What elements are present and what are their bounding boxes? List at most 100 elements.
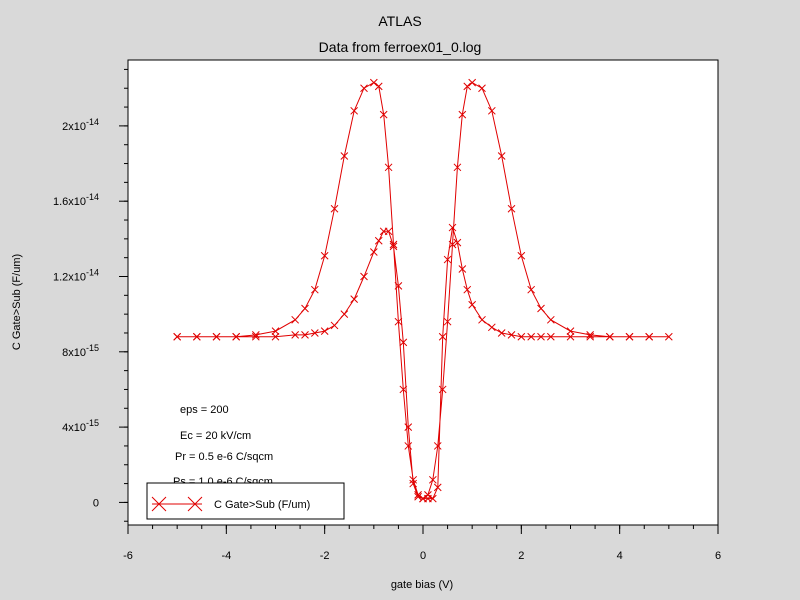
data-point	[291, 331, 300, 339]
data-point	[448, 240, 457, 249]
legend-marker	[151, 496, 203, 512]
data-point	[360, 84, 368, 93]
series-markers	[173, 78, 673, 503]
data-point	[625, 332, 634, 341]
data-point	[507, 204, 516, 213]
data-point	[310, 285, 319, 294]
data-point	[428, 475, 437, 484]
y-tick-label: 4x10-15	[62, 418, 99, 434]
data-point	[453, 238, 462, 247]
data-point	[546, 315, 555, 324]
data-point	[369, 78, 378, 87]
data-point	[497, 329, 506, 337]
x-tick-label: -4	[221, 550, 231, 562]
x-tick-label: 2	[518, 550, 524, 562]
data-point	[369, 248, 378, 256]
x-tick-label: 6	[715, 550, 721, 562]
data-point	[517, 332, 526, 341]
data-point	[428, 494, 437, 503]
data-point	[212, 332, 221, 341]
data-point	[438, 332, 447, 341]
data-point	[399, 385, 408, 394]
y-tick-label: 1.2x10-14	[53, 267, 99, 283]
y-axis-label: C Gate>Sub (F/um)	[11, 254, 23, 350]
data-point	[487, 106, 496, 115]
data-point	[192, 332, 201, 341]
data-point	[438, 385, 447, 394]
data-point	[330, 204, 339, 213]
data-point	[507, 331, 516, 339]
y-tick-label: 2x10-14	[62, 117, 99, 133]
data-point	[360, 272, 368, 281]
x-tick-label: -6	[123, 550, 133, 562]
data-point	[414, 491, 422, 499]
data-point	[399, 338, 408, 347]
data-point	[468, 78, 477, 87]
data-point	[566, 332, 575, 341]
annotation-pr: Pr = 0.5 e-6 C/sqcm	[175, 451, 273, 463]
data-point	[384, 163, 393, 172]
data-point	[330, 321, 339, 330]
chart-title: ATLAS	[378, 13, 421, 29]
y-tick-label: 1.6x10-14	[53, 192, 99, 208]
data-point	[379, 110, 388, 119]
data-point	[251, 331, 260, 339]
data-point	[463, 82, 472, 91]
x-tick-label: 4	[617, 550, 623, 562]
data-point	[409, 475, 418, 484]
legend-label: C Gate>Sub (F/um)	[214, 499, 310, 511]
data-point	[448, 223, 457, 232]
data-point	[527, 285, 536, 294]
y-axis: 0 4x10-15 8x10-15 1.2x10-14 1.6x10-14 2x10-14	[53, 68, 128, 522]
data-point	[374, 82, 383, 91]
data-point	[394, 317, 403, 326]
data-point	[173, 332, 182, 341]
data-point	[537, 332, 545, 341]
data-point	[320, 327, 329, 335]
data-point	[478, 315, 486, 324]
data-point	[414, 492, 422, 501]
data-point	[232, 332, 241, 341]
data-point	[586, 331, 595, 339]
data-point	[389, 240, 398, 249]
annotation-ec: Ec = 20 kV/cm	[180, 430, 251, 442]
data-point	[527, 332, 536, 341]
data-point	[605, 332, 614, 341]
x-tick-label: 0	[420, 550, 426, 562]
data-point	[340, 310, 349, 319]
legend: C Gate>Sub (F/um)	[146, 482, 345, 520]
x-axis: -6 -4 -2 0 2 4 6	[123, 525, 721, 562]
data-point	[271, 332, 280, 341]
data-point	[409, 479, 418, 488]
data-point	[478, 84, 486, 93]
data-point	[458, 110, 467, 119]
data-point	[251, 332, 260, 341]
data-point	[443, 317, 452, 326]
data-point	[350, 106, 359, 115]
data-point	[433, 483, 442, 492]
data-point	[424, 491, 432, 499]
y-tick-label: 0	[93, 497, 99, 509]
data-point	[645, 332, 654, 341]
data-point	[320, 251, 329, 260]
data-point	[453, 163, 462, 172]
legend-box	[146, 482, 345, 520]
x-axis-label: gate bias (V)	[391, 579, 453, 591]
data-point	[301, 304, 309, 313]
annotation-eps: eps = 200	[180, 404, 229, 416]
data-point	[664, 332, 673, 341]
data-point	[537, 304, 545, 313]
data-point	[566, 327, 575, 335]
plot-area	[127, 59, 719, 526]
data-point	[419, 494, 427, 503]
data-point	[389, 242, 398, 251]
data-point	[497, 152, 506, 160]
data-point	[301, 331, 309, 339]
data-point	[310, 329, 319, 337]
data-point	[394, 282, 403, 290]
data-point	[546, 332, 555, 341]
data-point	[517, 251, 526, 260]
data-point	[404, 423, 413, 431]
data-point	[374, 236, 383, 245]
